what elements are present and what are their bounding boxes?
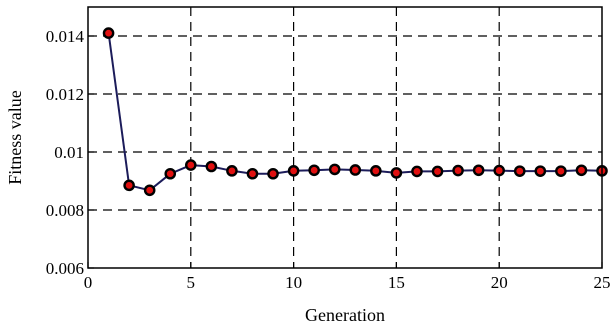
data-point bbox=[370, 165, 382, 177]
data-point bbox=[513, 165, 526, 177]
x-tick-label: 25 bbox=[594, 273, 611, 292]
plot-area-frame bbox=[87, 6, 603, 269]
y-tick-label: 0.006 bbox=[46, 259, 84, 278]
data-point bbox=[308, 164, 320, 177]
y-tick-label: 0.014 bbox=[46, 27, 85, 46]
x-axis-ticks: 0 5 10 15 20 25 bbox=[84, 262, 611, 292]
x-tick-label: 10 bbox=[285, 273, 302, 292]
data-point bbox=[534, 165, 547, 177]
data-point bbox=[143, 184, 156, 197]
data-point bbox=[472, 164, 485, 177]
x-tick-label: 15 bbox=[388, 273, 405, 292]
data-point bbox=[452, 164, 464, 177]
data-point bbox=[349, 164, 362, 176]
data-point bbox=[226, 165, 238, 177]
x-axis-label: Generation bbox=[305, 305, 385, 325]
data-point bbox=[328, 163, 341, 176]
data-point bbox=[287, 165, 300, 177]
y-tick-label: 0.008 bbox=[46, 201, 84, 220]
grid-lines bbox=[88, 7, 602, 268]
data-point bbox=[493, 164, 506, 177]
data-point bbox=[164, 167, 177, 180]
data-point bbox=[123, 179, 135, 192]
data-point bbox=[267, 167, 279, 180]
y-tick-label: 0.012 bbox=[46, 85, 84, 104]
data-point bbox=[205, 160, 218, 173]
data-point bbox=[390, 167, 403, 179]
data-point bbox=[102, 27, 115, 39]
data-series bbox=[102, 27, 608, 197]
data-point bbox=[431, 165, 444, 178]
data-point bbox=[575, 164, 588, 177]
x-tick-label: 5 bbox=[187, 273, 196, 292]
data-point bbox=[184, 159, 197, 171]
data-point bbox=[555, 165, 567, 177]
x-tick-label: 0 bbox=[84, 273, 93, 292]
data-point bbox=[411, 165, 423, 178]
y-axis-ticks: 0.006 0.008 0.01 0.012 0.014 bbox=[46, 27, 94, 278]
y-tick-label: 0.01 bbox=[54, 143, 84, 162]
data-point bbox=[246, 167, 259, 180]
x-tick-label: 20 bbox=[491, 273, 508, 292]
y-axis-label: Fitness value bbox=[5, 90, 25, 185]
